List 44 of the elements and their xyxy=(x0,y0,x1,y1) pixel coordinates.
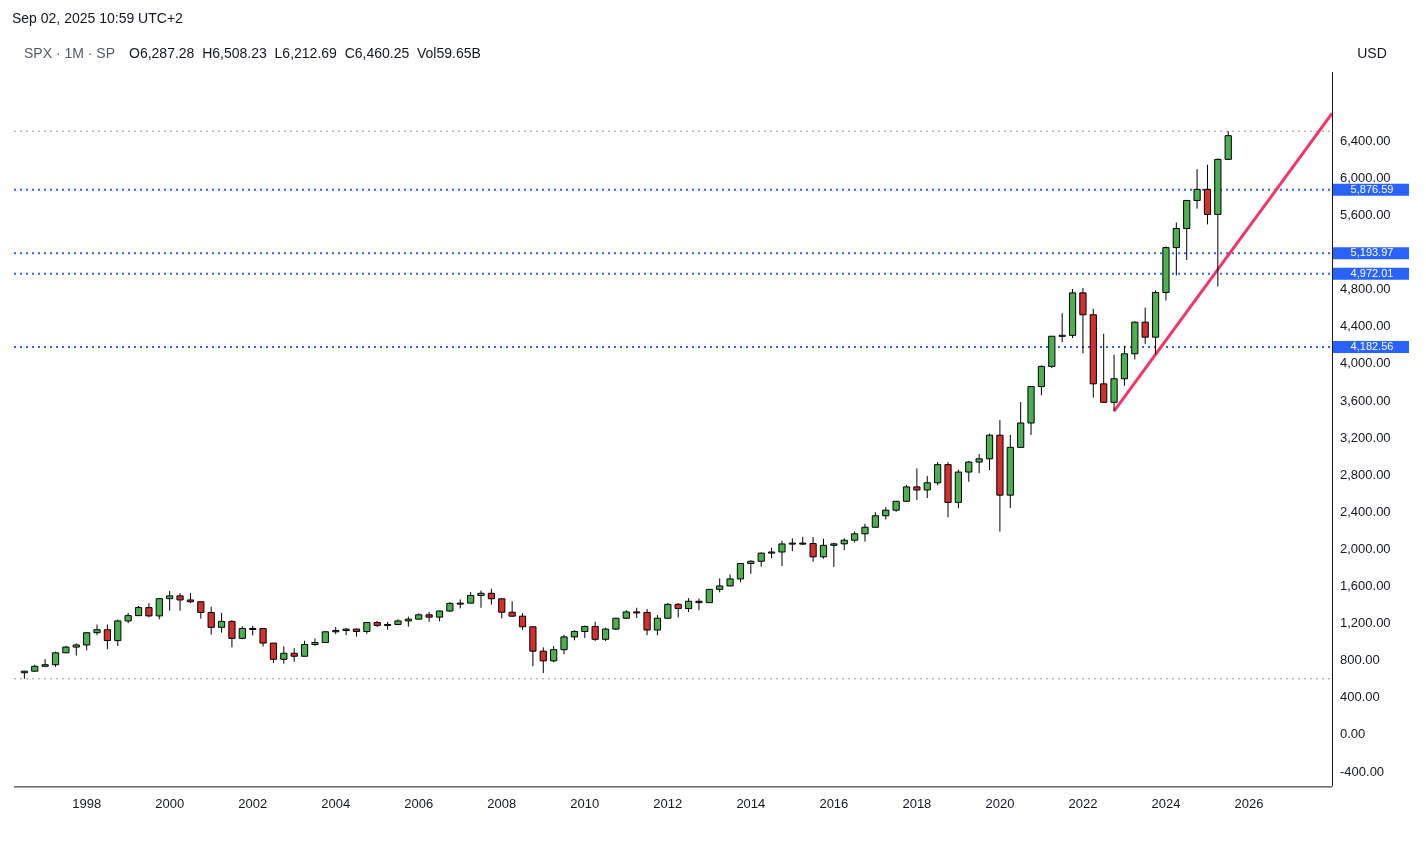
x-tick-label: 2008 xyxy=(487,795,517,811)
candlestick xyxy=(944,461,952,518)
ref-line-label: 4,972.01 xyxy=(1350,266,1394,279)
chart-subtitle: O6,287.28 H6,508.23 L6,212.69 C6,460.25 Vol59.65B xyxy=(129,44,481,61)
y-tick-label: 6,400.00 xyxy=(1340,132,1391,148)
x-tick-label: 2026 xyxy=(1234,795,1264,811)
y-tick-label: 4,400.00 xyxy=(1340,318,1391,334)
ref-line-label: 5,193.97 xyxy=(1350,246,1394,259)
candlestick xyxy=(311,637,319,647)
x-tick-label: 2012 xyxy=(653,795,683,811)
x-tick-label: 2004 xyxy=(321,795,351,811)
x-tick-label: 1998 xyxy=(72,795,102,811)
y-tick-label: 2,400.00 xyxy=(1340,503,1391,519)
x-tick-label: 2002 xyxy=(238,795,268,811)
ref-line-label: 4,182.56 xyxy=(1350,340,1394,352)
chart-title: SPX · 1M · SP xyxy=(24,44,116,61)
candlestick xyxy=(259,628,267,648)
x-tick-label: 2000 xyxy=(155,795,185,811)
x-tick-label: 2014 xyxy=(736,795,766,811)
y-tick-label: 1,600.00 xyxy=(1340,578,1391,594)
y-tick-label: 6,000.00 xyxy=(1340,169,1391,185)
y-tick-label: 4,000.00 xyxy=(1340,355,1391,371)
y-tick-label: 4,800.00 xyxy=(1340,281,1391,297)
y-tick-label: -400.00 xyxy=(1340,763,1385,779)
x-tick-label: 2022 xyxy=(1068,795,1098,811)
ref-line-label: 5,876.59 xyxy=(1350,182,1394,195)
y-tick-label: 2,000.00 xyxy=(1340,540,1391,556)
candlestick xyxy=(1110,354,1118,412)
y-tick-label: 3,200.00 xyxy=(1340,429,1391,445)
x-tick-label: 2010 xyxy=(570,795,600,811)
y-tick-label: 5,600.00 xyxy=(1340,207,1391,223)
x-tick-label: 2020 xyxy=(985,795,1015,811)
x-tick-label: 2016 xyxy=(819,795,849,811)
text: Sep 02, 2025 10:59 UTC+2 xyxy=(11,9,184,28)
y-tick-label: 400.00 xyxy=(1340,689,1380,705)
x-tick-label: 2018 xyxy=(902,795,932,811)
y-tick-label: 0.00 xyxy=(1340,726,1366,742)
y-tick-label: 2,800.00 xyxy=(1340,466,1391,482)
y-tick-label: 1,200.00 xyxy=(1340,615,1391,631)
y-axis-title: USD xyxy=(1357,44,1387,61)
y-tick-label: 3,600.00 xyxy=(1340,392,1391,408)
x-tick-label: 2024 xyxy=(1151,795,1181,811)
x-tick-label: 2006 xyxy=(404,795,434,811)
y-tick-label: 800.00 xyxy=(1340,652,1380,668)
